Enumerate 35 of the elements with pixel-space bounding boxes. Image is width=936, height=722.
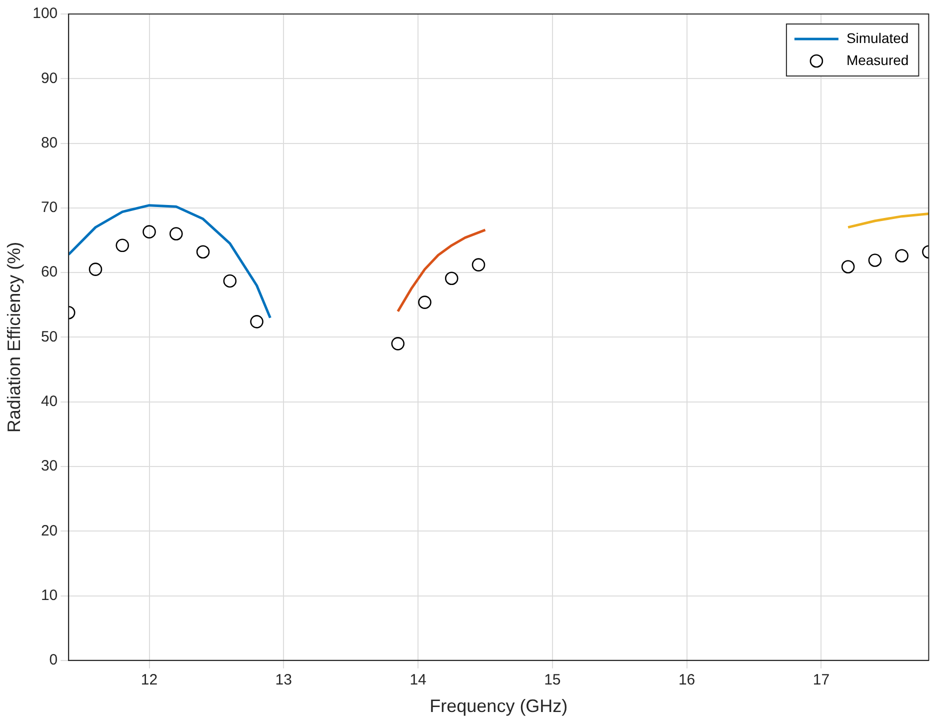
y-tick-label: 100 xyxy=(32,5,58,22)
y-tick-label: 60 xyxy=(40,264,58,281)
point xyxy=(391,337,405,350)
y-axis-title: Radiation Efficiency (%) xyxy=(4,242,24,433)
point xyxy=(895,249,908,262)
x-tick-label: 16 xyxy=(678,672,696,689)
x-tick-label: 15 xyxy=(544,672,561,689)
point xyxy=(868,254,882,267)
point xyxy=(88,262,102,276)
y-tick-label: 0 xyxy=(49,652,58,669)
point xyxy=(169,227,183,240)
point xyxy=(444,272,458,286)
y-tick-label: 20 xyxy=(40,522,58,540)
y-tick-label: 90 xyxy=(40,70,58,87)
y-tick-label: 50 xyxy=(40,328,58,346)
point xyxy=(223,274,237,288)
x-tick-label: 12 xyxy=(140,672,158,689)
point xyxy=(250,315,264,328)
y-tick-label: 70 xyxy=(40,199,58,216)
x-axis-title: Frequency (GHz) xyxy=(430,696,568,716)
y-tick-label: 10 xyxy=(40,586,58,604)
legend-label: Measured xyxy=(846,52,909,68)
x-tick-label: 14 xyxy=(410,672,426,689)
point xyxy=(116,238,130,252)
point xyxy=(472,258,486,272)
y-tick-label: 40 xyxy=(40,392,58,410)
y-tick-label: 80 xyxy=(40,134,58,152)
legend-label: Simulated xyxy=(846,30,909,46)
point xyxy=(841,260,855,274)
x-tick-label: 13 xyxy=(275,672,292,689)
x-tick-label: 17 xyxy=(812,672,830,689)
y-tick-label: 30 xyxy=(40,458,58,475)
point xyxy=(418,296,432,309)
point xyxy=(142,225,156,238)
point xyxy=(196,245,210,259)
